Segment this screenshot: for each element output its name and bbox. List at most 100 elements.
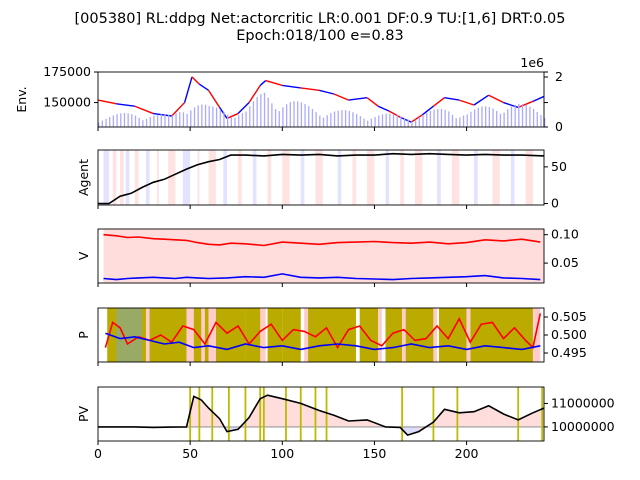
- axes-frame: [97, 149, 545, 206]
- volume-bar: [437, 108, 439, 127]
- band-interval: [437, 150, 441, 205]
- volume-bar: [396, 114, 398, 127]
- ylabel: Agent: [76, 159, 91, 196]
- series-line: [103, 233, 541, 247]
- volume-bar: [510, 106, 513, 127]
- volume-bar: [403, 117, 406, 127]
- band-interval: [304, 308, 309, 362]
- price-segment: [366, 97, 379, 107]
- volume-bar: [116, 114, 118, 127]
- volume-bar: [407, 119, 409, 127]
- subplot-p: 0.505 0.500 0.495 P: [76, 307, 587, 366]
- band-interval: [215, 308, 246, 362]
- volume-bar: [227, 114, 229, 127]
- price-segment: [134, 105, 154, 115]
- volume-bar: [319, 115, 321, 127]
- price-segment: [517, 100, 534, 109]
- series-line: [104, 313, 542, 350]
- volume-bar: [385, 113, 387, 127]
- pv-fill-segment: [348, 419, 368, 427]
- volume-bar: [142, 120, 144, 127]
- volume-bar: [201, 104, 203, 127]
- pv-fill-segment: [282, 398, 301, 427]
- volume-bar: [289, 102, 291, 127]
- volume-bar: [459, 117, 461, 127]
- volume-bar: [293, 101, 295, 127]
- volume-bar: [488, 106, 491, 127]
- volume-bar: [444, 109, 446, 127]
- xtick-label: 100: [270, 446, 294, 461]
- band-interval: [400, 150, 404, 205]
- axes-frame: [97, 386, 545, 442]
- band-interval: [315, 150, 323, 205]
- axes-frame: [97, 228, 545, 284]
- price-segment: [432, 97, 445, 107]
- volume-bar: [300, 102, 303, 127]
- volume-bar: [451, 114, 454, 127]
- volume-bar: [245, 111, 247, 127]
- chart-title-line1: [005380] RL:ddpg Net:actorcritic LR:0.00…: [75, 11, 566, 27]
- volume-bar: [153, 115, 155, 127]
- band-interval: [208, 150, 216, 205]
- volume-bar: [193, 107, 196, 127]
- pv-fill-segment: [444, 409, 460, 427]
- volume-bar: [544, 118, 546, 127]
- band-interval: [282, 308, 301, 362]
- volume-bar: [256, 97, 258, 127]
- volume-bar: [400, 116, 402, 127]
- price-segment: [259, 80, 267, 86]
- band-interval: [186, 308, 194, 362]
- volume-bar: [112, 115, 115, 127]
- right-ytick-label: 2: [555, 69, 563, 84]
- volume-bar: [433, 109, 435, 127]
- volume-bar: [267, 97, 269, 127]
- band-interval: [492, 150, 500, 205]
- ylabel: Env.: [14, 86, 29, 112]
- series-line: [103, 273, 541, 281]
- volume-bar: [532, 108, 535, 127]
- volume-bar: [98, 122, 100, 127]
- volume-bar: [263, 92, 266, 127]
- band-interval: [145, 308, 150, 362]
- volume-bar: [344, 110, 347, 127]
- volume-bar: [363, 118, 365, 127]
- band-interval: [438, 308, 467, 362]
- volume-bar: [278, 111, 280, 127]
- volume-bar: [326, 115, 328, 127]
- band-interval: [525, 150, 533, 205]
- volume-bar: [462, 115, 465, 127]
- volume-bar: [455, 118, 457, 127]
- volume-bar: [536, 111, 538, 127]
- volume-bar: [330, 113, 332, 127]
- volume-bar: [422, 114, 424, 127]
- volume-bar: [179, 112, 181, 127]
- volume-bar: [156, 114, 159, 127]
- volume-bar: [381, 114, 384, 127]
- band-interval: [385, 308, 403, 362]
- volume-bar: [271, 103, 273, 127]
- band-interval: [208, 308, 216, 362]
- ytick-label: 0.495: [551, 345, 587, 360]
- band-interval: [145, 150, 150, 205]
- band-interval: [112, 150, 117, 205]
- pv-fill-segment: [518, 412, 533, 427]
- volume-bar: [123, 113, 126, 127]
- ytick-label: 0.10: [551, 227, 579, 242]
- band-interval: [510, 150, 515, 205]
- volume-bar: [215, 107, 218, 127]
- price-segment: [300, 87, 320, 92]
- volume-bar: [481, 106, 483, 127]
- volume-bar: [127, 113, 129, 127]
- volume-bar: [260, 94, 262, 127]
- band-interval: [337, 150, 342, 205]
- volume-bar: [367, 120, 369, 127]
- volume-bar: [485, 106, 487, 127]
- volume-bar: [241, 113, 244, 127]
- price-segment: [248, 85, 261, 103]
- price-segment: [198, 83, 209, 91]
- volume-bar: [109, 116, 111, 127]
- volume-bar: [370, 118, 373, 127]
- volume-bar: [131, 114, 133, 127]
- price-segment: [473, 94, 490, 106]
- ylabel: P: [76, 331, 91, 339]
